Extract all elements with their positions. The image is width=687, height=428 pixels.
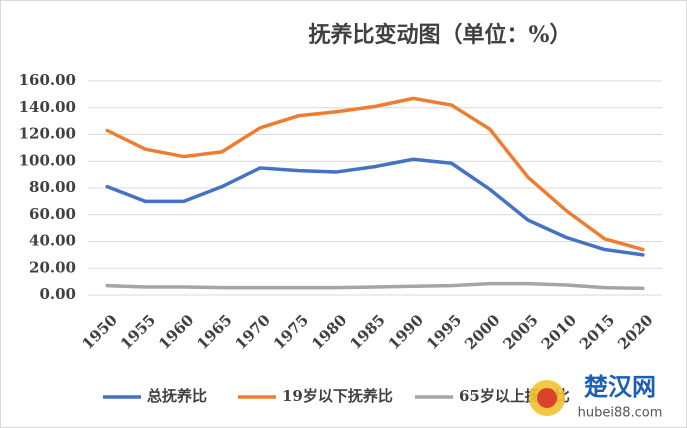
watermark: 楚汉网 hubei88.com <box>529 373 662 421</box>
y-tick-label: 20.00 <box>29 258 76 276</box>
series-line <box>105 281 645 291</box>
legend-label: 19岁以下抚养比 <box>282 387 393 405</box>
y-tick-label: 60.00 <box>29 205 76 223</box>
y-tick-label: 120.00 <box>19 125 76 143</box>
legend-label: 总抚养比 <box>147 387 207 405</box>
watermark-logo-inner <box>537 388 557 408</box>
y-tick-label: 140.00 <box>19 98 76 116</box>
y-tick-label: 100.00 <box>19 151 76 169</box>
series-line <box>105 96 645 252</box>
y-tick-label: 160.00 <box>19 71 76 89</box>
y-tick-label: 40.00 <box>29 232 76 250</box>
watermark-name: 楚汉网 <box>584 373 656 401</box>
series-line <box>105 157 645 257</box>
watermark-url: hubei88.com <box>578 406 663 421</box>
y-tick-label: 0.00 <box>39 285 76 303</box>
chart-title: 抚养比变动图（单位：%） <box>309 22 572 48</box>
y-tick-label: 80.00 <box>29 178 76 196</box>
